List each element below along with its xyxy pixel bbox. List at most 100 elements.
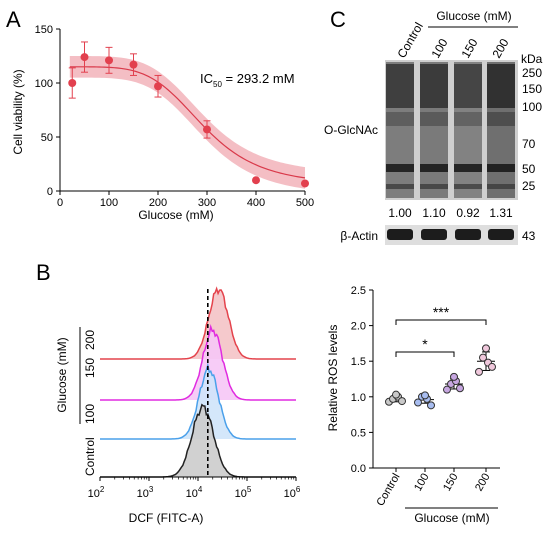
lane-mid-band (386, 112, 414, 126)
blot-label-o-glcnac: O-GlcNAc (324, 123, 378, 137)
viability-x-tick-label: 0 (57, 197, 63, 209)
viability-point (129, 60, 138, 69)
ros-point (398, 397, 406, 406)
lane-high-mw-band (386, 64, 414, 108)
dcf-x-label: DCF (FITC-A) (129, 511, 204, 525)
fit-band-area (69, 56, 305, 189)
lane-50-band (487, 164, 515, 172)
panel-label-b: B (36, 260, 51, 285)
viability-x-tick-label: 100 (100, 197, 118, 209)
actin-band (455, 229, 481, 240)
lane-mid-band (454, 112, 482, 126)
dcf-x-tick-label: 104 (186, 485, 203, 500)
histogram-label-150: 150 (83, 358, 97, 378)
histogram-fill-200 (100, 288, 296, 359)
ros-point (443, 385, 451, 394)
significance-label: *** (433, 304, 450, 320)
lane-label-200: 200 (489, 36, 511, 61)
dcf-x-tick-label: 106 (284, 485, 301, 500)
viability-x-tick-label: 200 (149, 197, 167, 209)
viability-y-tick-label: 100 (35, 78, 53, 90)
viability-point (252, 176, 260, 185)
ros-y-tick-label: 0.0 (351, 463, 366, 475)
dcf-x-tick-label: 105 (235, 485, 252, 500)
histogram-fill-Control (100, 404, 296, 477)
dcf-x-tick-label: 102 (88, 485, 105, 500)
viability-point (301, 179, 309, 188)
viability-point (68, 79, 77, 87)
viability-point (105, 56, 113, 65)
viability-ticks: 0 100 200 300 400 500 0 50 100 150 (35, 24, 315, 209)
ros-y-tick-label: 1.0 (351, 392, 366, 404)
viability-x-tick-label: 500 (296, 197, 314, 209)
lane-label-100: 100 (428, 36, 450, 61)
viability-point (154, 82, 162, 91)
histogram-overlays (99, 286, 297, 478)
panel-label-a: A (6, 7, 21, 32)
histogram-line-150 (100, 324, 297, 401)
ros-y-tick-label: 1.5 (351, 356, 366, 368)
histogram-label-control: Control (83, 437, 97, 476)
viability-y-tick-label: 150 (35, 24, 53, 36)
ros-point (482, 344, 490, 353)
histogram-group-label: Glucose (mM) (55, 337, 69, 412)
actin-blot-image (385, 225, 518, 245)
kda-header: kDa (521, 52, 543, 66)
lane-high-mw-band (487, 64, 515, 108)
ros-y-tick-label: 0.5 (351, 427, 366, 439)
ros-point (488, 362, 496, 371)
significance-brackets: **** (395, 304, 487, 357)
lane-high-mw-band (420, 64, 448, 108)
ros-x-tick-label: 100 (412, 472, 432, 494)
ros-x-tick-label: 150 (441, 472, 461, 494)
ros-points (385, 344, 496, 410)
lane-label-150: 150 (458, 36, 480, 61)
densitometry-150: 0.92 (456, 206, 480, 220)
viability-chart: 0 100 200 300 400 500 0 50 100 150 Glucose (mM) C… (11, 24, 314, 222)
densitometry-200: 1.31 (489, 206, 513, 220)
kda-50: 50 (522, 162, 536, 176)
viability-point (203, 125, 211, 134)
lane-high-mw-band (454, 64, 482, 108)
viability-y-tick-label: 0 (47, 186, 53, 198)
ros-point (450, 372, 458, 381)
histogram-line-200 (100, 286, 297, 360)
actin-bands (387, 229, 514, 240)
histogram-label-200: 200 (83, 330, 97, 350)
lane-mid-band (420, 112, 448, 126)
kda-150: 150 (522, 82, 542, 96)
ros-y-tick-label: 2.5 (351, 285, 366, 297)
viability-x-tick-label: 400 (247, 197, 265, 209)
lane-50-band (386, 164, 414, 172)
significance-label: * (422, 336, 428, 352)
viability-y-tick-label: 50 (41, 132, 53, 144)
kda-70: 70 (522, 137, 536, 151)
dcf-ticks: 102 103 104 105 106 (88, 477, 301, 500)
ic50-annotation: IC50 = 293.2 mM (200, 71, 295, 89)
actin-kda: 43 (522, 229, 536, 243)
lane-mid-band (487, 112, 515, 126)
ros-point (427, 401, 435, 410)
ros-x-tick-label: Control (374, 472, 402, 509)
viability-x-tick-label: 300 (198, 197, 216, 209)
significance-bracket (395, 319, 487, 325)
densitometry-control: 1.00 (388, 206, 412, 220)
actin-band (387, 229, 413, 240)
western-blot: Control 100 150 200 Glucose (mM) O-GlcNA… (324, 9, 543, 245)
lane-50-band (420, 164, 448, 172)
ros-point (475, 367, 483, 376)
lane-25-band (487, 184, 515, 189)
ros-point (479, 353, 487, 362)
histogram-label-100: 100 (83, 404, 97, 424)
lane-25-band (454, 184, 482, 189)
lane-label-control: Control (394, 20, 425, 61)
ros-y-tick-label: 2.0 (351, 321, 366, 333)
kda-25: 25 (522, 179, 536, 193)
ros-point (392, 390, 400, 399)
dcf-x-tick-label: 103 (137, 485, 154, 500)
blot-treatment-label: Glucose (mM) (436, 9, 511, 23)
kda-100: 100 (522, 100, 542, 114)
